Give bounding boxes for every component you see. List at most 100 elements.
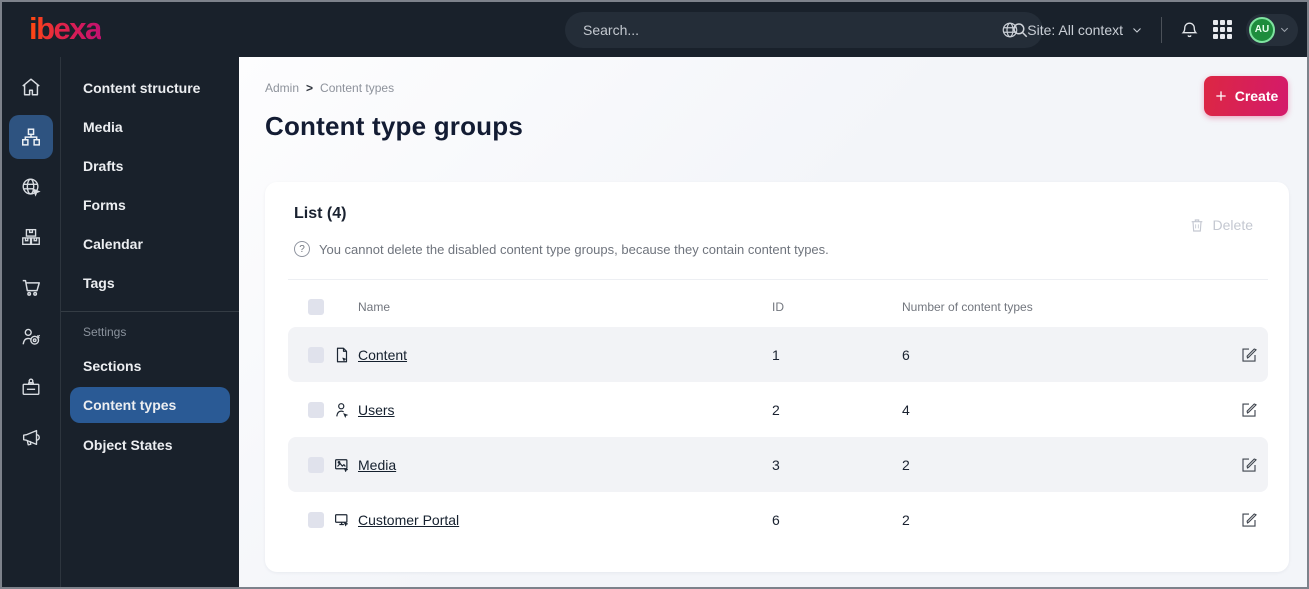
create-button-label: Create bbox=[1234, 88, 1279, 104]
sidebar-item-label: Media bbox=[83, 118, 123, 135]
sidebar-item-label: Tags bbox=[83, 274, 115, 291]
create-button[interactable]: Create bbox=[1204, 76, 1288, 116]
table-header-row: Name ID Number of content types bbox=[288, 287, 1268, 327]
sidebar-settings-header: Settings bbox=[83, 325, 127, 339]
topbar-actions: Site: All context AU bbox=[1001, 2, 1298, 57]
group-count: 2 bbox=[902, 456, 910, 473]
group-link-media[interactable]: Media bbox=[358, 456, 397, 473]
ibexa-logo[interactable]: ibexa bbox=[29, 11, 102, 46]
list-title: List (4) bbox=[294, 205, 347, 222]
group-id: 6 bbox=[772, 511, 780, 528]
breadcrumb-separator: > bbox=[306, 81, 314, 95]
sidebar-item-label: Forms bbox=[83, 196, 126, 213]
search-input[interactable] bbox=[583, 22, 1011, 38]
icon-rail bbox=[2, 57, 61, 587]
trash-icon bbox=[1189, 217, 1205, 233]
sidebar-item-label: Calendar bbox=[83, 235, 143, 252]
edit-icon[interactable] bbox=[1240, 401, 1258, 419]
sidebar-item-label: Object States bbox=[83, 436, 173, 453]
badge-icon[interactable] bbox=[9, 365, 53, 409]
notifications-bell-icon[interactable] bbox=[1180, 20, 1199, 39]
breadcrumb-content-types[interactable]: Content types bbox=[320, 81, 395, 95]
delete-button[interactable]: Delete bbox=[1189, 217, 1253, 233]
sidebar-item-tags[interactable]: Tags bbox=[61, 263, 239, 302]
edit-icon[interactable] bbox=[1240, 346, 1258, 364]
group-id: 1 bbox=[772, 346, 780, 363]
main-content: Admin > Content types Create Content typ… bbox=[239, 57, 1307, 587]
edit-icon[interactable] bbox=[1240, 456, 1258, 474]
group-link-customer-portal[interactable]: Customer Portal bbox=[358, 511, 460, 528]
row-checkbox[interactable] bbox=[308, 456, 324, 473]
help-icon: ? bbox=[294, 241, 310, 257]
top-bar: ibexa Site: All context bbox=[2, 2, 1307, 57]
plus-icon bbox=[1214, 89, 1228, 103]
group-id: 2 bbox=[772, 401, 780, 418]
row-checkbox[interactable] bbox=[308, 511, 324, 528]
edit-icon[interactable] bbox=[1240, 511, 1258, 529]
site-context-label: Site: All context bbox=[1027, 21, 1123, 38]
sidebar-item-calendar[interactable]: Calendar bbox=[61, 224, 239, 263]
monitor-icon bbox=[333, 511, 351, 529]
app-switcher-icon[interactable] bbox=[1213, 20, 1232, 39]
chevron-down-icon bbox=[1279, 24, 1290, 35]
personalization-icon[interactable] bbox=[9, 315, 53, 359]
group-count: 4 bbox=[902, 401, 910, 418]
search-icon[interactable] bbox=[1011, 21, 1029, 39]
user-avatar[interactable]: AU bbox=[1249, 16, 1275, 43]
group-link-content[interactable]: Content bbox=[358, 346, 408, 363]
table-row: Media 3 2 bbox=[288, 437, 1268, 492]
cart-icon[interactable] bbox=[9, 265, 53, 309]
row-checkbox[interactable] bbox=[308, 346, 324, 363]
column-header-name: Name bbox=[358, 300, 391, 314]
user-menu[interactable]: AU bbox=[1246, 13, 1298, 46]
sidebar-item-content-structure[interactable]: Content structure bbox=[61, 68, 239, 107]
globe-icon bbox=[1001, 21, 1019, 39]
table-row: Customer Portal 6 2 bbox=[288, 492, 1268, 547]
sidebar-menu: Content structure Media Drafts Forms Cal… bbox=[61, 57, 239, 587]
sidebar-item-label: Content structure bbox=[83, 79, 201, 96]
list-card: List (4) Delete ? You cannot delete the … bbox=[265, 182, 1289, 572]
row-checkbox[interactable] bbox=[308, 401, 324, 418]
page-title: Content type groups bbox=[265, 111, 524, 141]
column-header-count: Number of content types bbox=[902, 300, 1033, 314]
table-row: Users 2 4 bbox=[288, 382, 1268, 437]
sidebar-item-label: Sections bbox=[83, 357, 142, 374]
sidebar: Content structure Media Drafts Forms Cal… bbox=[2, 57, 239, 587]
file-icon bbox=[333, 346, 351, 364]
user-icon bbox=[333, 401, 351, 419]
column-header-id: ID bbox=[772, 300, 784, 314]
breadcrumb: Admin > Content types bbox=[239, 57, 1307, 95]
breadcrumb-admin[interactable]: Admin bbox=[265, 81, 300, 95]
group-count: 2 bbox=[902, 511, 910, 528]
list-hint: ? You cannot delete the disabled content… bbox=[265, 233, 1289, 257]
group-link-users[interactable]: Users bbox=[358, 401, 395, 418]
sidebar-divider bbox=[61, 311, 239, 312]
site-context-selector[interactable]: Site: All context bbox=[1001, 21, 1143, 39]
sidebar-item-label: Drafts bbox=[83, 157, 124, 174]
topbar-divider bbox=[1161, 16, 1162, 43]
content-structure-icon[interactable] bbox=[9, 115, 53, 159]
sidebar-item-media[interactable]: Media bbox=[61, 107, 239, 146]
sidebar-item-forms[interactable]: Forms bbox=[61, 185, 239, 224]
chevron-down-icon bbox=[1131, 24, 1143, 36]
home-icon[interactable] bbox=[9, 65, 53, 109]
group-id: 3 bbox=[772, 456, 780, 473]
list-hint-text: You cannot delete the disabled content t… bbox=[319, 241, 829, 257]
group-count: 6 bbox=[902, 346, 910, 363]
global-search[interactable] bbox=[565, 12, 1043, 48]
content-type-groups-table: Name ID Number of content types Content … bbox=[288, 279, 1268, 547]
list-card-header: List (4) Delete bbox=[265, 182, 1289, 233]
sidebar-item-object-states[interactable]: Object States bbox=[61, 425, 239, 464]
sidebar-item-drafts[interactable]: Drafts bbox=[61, 146, 239, 185]
delete-button-label: Delete bbox=[1212, 217, 1253, 233]
image-icon bbox=[333, 456, 351, 474]
select-all-checkbox[interactable] bbox=[308, 299, 324, 315]
sidebar-item-sections[interactable]: Sections bbox=[61, 346, 239, 385]
site-globe-icon[interactable] bbox=[9, 165, 53, 209]
table-row: Content 1 6 bbox=[288, 327, 1268, 382]
megaphone-icon[interactable] bbox=[9, 415, 53, 459]
product-boxes-icon[interactable] bbox=[9, 215, 53, 259]
sidebar-item-content-types[interactable]: Content types bbox=[70, 387, 230, 423]
sidebar-item-label: Content types bbox=[83, 397, 177, 413]
